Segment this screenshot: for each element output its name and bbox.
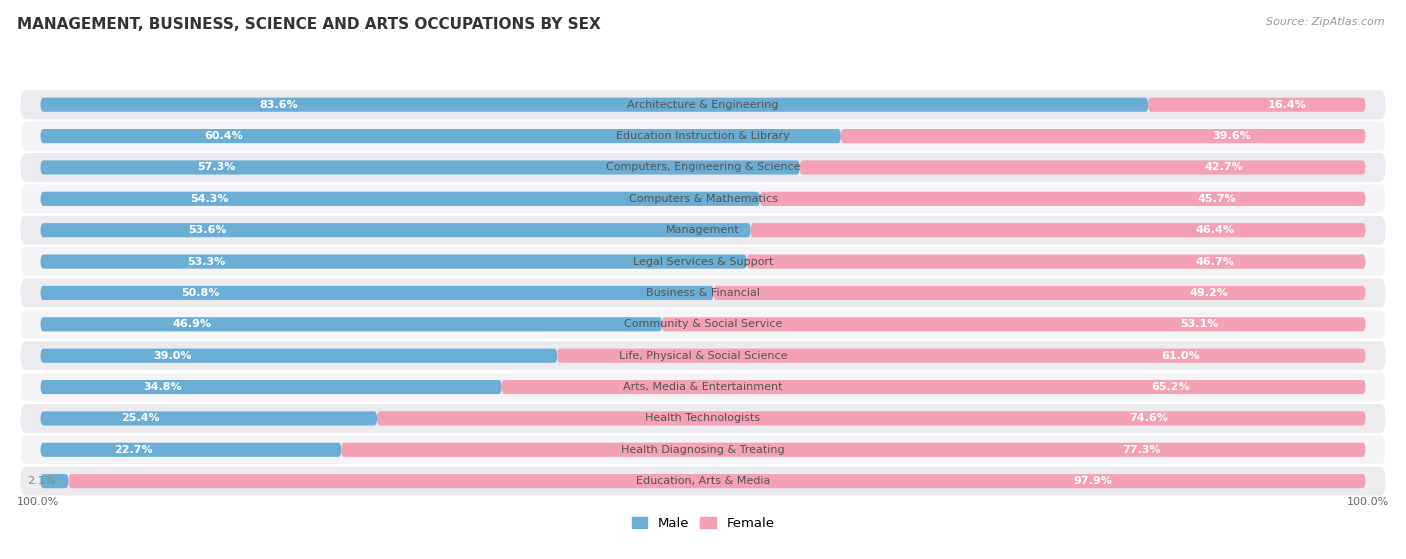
- Text: 16.4%: 16.4%: [1268, 100, 1306, 110]
- Text: 53.3%: 53.3%: [187, 257, 226, 267]
- Text: Life, Physical & Social Science: Life, Physical & Social Science: [619, 350, 787, 361]
- Text: Architecture & Engineering: Architecture & Engineering: [627, 100, 779, 110]
- FancyBboxPatch shape: [21, 91, 1385, 119]
- Text: 61.0%: 61.0%: [1161, 350, 1201, 361]
- Text: 22.7%: 22.7%: [114, 445, 153, 455]
- Text: 53.1%: 53.1%: [1181, 319, 1219, 329]
- FancyBboxPatch shape: [557, 349, 1365, 363]
- FancyBboxPatch shape: [41, 286, 714, 300]
- FancyBboxPatch shape: [41, 349, 557, 363]
- Text: 60.4%: 60.4%: [204, 131, 243, 141]
- Text: 49.2%: 49.2%: [1189, 288, 1229, 298]
- FancyBboxPatch shape: [69, 474, 1365, 488]
- FancyBboxPatch shape: [41, 223, 751, 237]
- FancyBboxPatch shape: [21, 373, 1385, 401]
- FancyBboxPatch shape: [21, 310, 1385, 339]
- FancyBboxPatch shape: [41, 223, 1365, 237]
- FancyBboxPatch shape: [41, 98, 1149, 112]
- Text: 46.7%: 46.7%: [1195, 257, 1234, 267]
- Text: 53.6%: 53.6%: [188, 225, 226, 235]
- FancyBboxPatch shape: [714, 286, 1365, 300]
- Text: Business & Financial: Business & Financial: [645, 288, 761, 298]
- Text: 77.3%: 77.3%: [1123, 445, 1161, 455]
- FancyBboxPatch shape: [21, 341, 1385, 370]
- Text: MANAGEMENT, BUSINESS, SCIENCE AND ARTS OCCUPATIONS BY SEX: MANAGEMENT, BUSINESS, SCIENCE AND ARTS O…: [17, 17, 600, 32]
- FancyBboxPatch shape: [502, 380, 1365, 394]
- Text: 46.4%: 46.4%: [1197, 225, 1234, 235]
- FancyBboxPatch shape: [41, 318, 662, 331]
- FancyBboxPatch shape: [41, 443, 342, 457]
- FancyBboxPatch shape: [751, 223, 1365, 237]
- Text: 65.2%: 65.2%: [1152, 382, 1189, 392]
- Text: 83.6%: 83.6%: [260, 100, 298, 110]
- FancyBboxPatch shape: [41, 98, 1365, 112]
- FancyBboxPatch shape: [841, 129, 1365, 143]
- FancyBboxPatch shape: [662, 318, 1365, 331]
- FancyBboxPatch shape: [21, 467, 1385, 496]
- Text: Community & Social Service: Community & Social Service: [624, 319, 782, 329]
- Text: Computers & Mathematics: Computers & Mathematics: [628, 194, 778, 204]
- Text: Education, Arts & Media: Education, Arts & Media: [636, 476, 770, 486]
- Text: 54.3%: 54.3%: [190, 194, 228, 204]
- Text: 25.4%: 25.4%: [121, 414, 160, 423]
- FancyBboxPatch shape: [377, 411, 1365, 425]
- FancyBboxPatch shape: [41, 129, 841, 143]
- Text: Health Diagnosing & Treating: Health Diagnosing & Treating: [621, 445, 785, 455]
- Text: 57.3%: 57.3%: [197, 163, 235, 173]
- Legend: Male, Female: Male, Female: [626, 512, 780, 536]
- FancyBboxPatch shape: [41, 474, 1365, 488]
- Text: Computers, Engineering & Science: Computers, Engineering & Science: [606, 163, 800, 173]
- FancyBboxPatch shape: [41, 411, 377, 425]
- FancyBboxPatch shape: [21, 122, 1385, 150]
- Text: 46.9%: 46.9%: [173, 319, 211, 329]
- Text: Source: ZipAtlas.com: Source: ZipAtlas.com: [1267, 17, 1385, 27]
- FancyBboxPatch shape: [342, 443, 1365, 457]
- FancyBboxPatch shape: [41, 349, 1365, 363]
- Text: Health Technologists: Health Technologists: [645, 414, 761, 423]
- FancyBboxPatch shape: [21, 278, 1385, 307]
- Text: 39.6%: 39.6%: [1212, 131, 1251, 141]
- FancyBboxPatch shape: [41, 160, 1365, 174]
- FancyBboxPatch shape: [747, 254, 1365, 269]
- FancyBboxPatch shape: [21, 153, 1385, 182]
- Text: Arts, Media & Entertainment: Arts, Media & Entertainment: [623, 382, 783, 392]
- FancyBboxPatch shape: [41, 318, 1365, 331]
- Text: 50.8%: 50.8%: [181, 288, 219, 298]
- FancyBboxPatch shape: [41, 380, 1365, 394]
- Text: Education Instruction & Library: Education Instruction & Library: [616, 131, 790, 141]
- FancyBboxPatch shape: [21, 184, 1385, 213]
- FancyBboxPatch shape: [1149, 98, 1365, 112]
- Text: 2.1%: 2.1%: [27, 476, 55, 486]
- Text: Management: Management: [666, 225, 740, 235]
- Text: 100.0%: 100.0%: [17, 496, 59, 506]
- Text: 74.6%: 74.6%: [1129, 414, 1167, 423]
- FancyBboxPatch shape: [41, 286, 1365, 300]
- FancyBboxPatch shape: [41, 254, 747, 269]
- FancyBboxPatch shape: [41, 192, 1365, 206]
- Text: 39.0%: 39.0%: [153, 350, 193, 361]
- FancyBboxPatch shape: [41, 474, 69, 488]
- Text: 34.8%: 34.8%: [143, 382, 181, 392]
- FancyBboxPatch shape: [761, 192, 1365, 206]
- Text: Legal Services & Support: Legal Services & Support: [633, 257, 773, 267]
- Text: 97.9%: 97.9%: [1073, 476, 1112, 486]
- FancyBboxPatch shape: [41, 160, 800, 174]
- FancyBboxPatch shape: [41, 192, 761, 206]
- FancyBboxPatch shape: [41, 129, 1365, 143]
- FancyBboxPatch shape: [21, 404, 1385, 433]
- FancyBboxPatch shape: [41, 443, 1365, 457]
- Text: 42.7%: 42.7%: [1205, 163, 1244, 173]
- FancyBboxPatch shape: [21, 247, 1385, 276]
- Text: 45.7%: 45.7%: [1198, 194, 1237, 204]
- FancyBboxPatch shape: [41, 254, 1365, 269]
- FancyBboxPatch shape: [41, 380, 502, 394]
- FancyBboxPatch shape: [21, 216, 1385, 245]
- FancyBboxPatch shape: [41, 411, 1365, 425]
- FancyBboxPatch shape: [21, 435, 1385, 464]
- Text: 100.0%: 100.0%: [1347, 496, 1389, 506]
- FancyBboxPatch shape: [800, 160, 1365, 174]
